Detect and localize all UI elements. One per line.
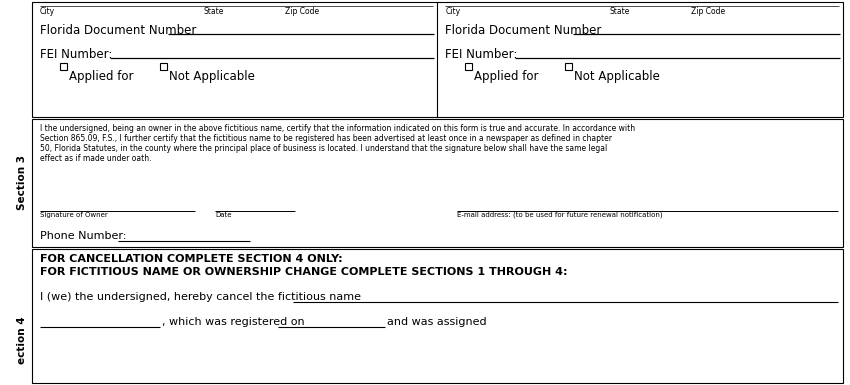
Text: State: State bbox=[204, 7, 224, 16]
Text: Phone Number:: Phone Number: bbox=[40, 231, 127, 241]
Text: Florida Document Number: Florida Document Number bbox=[40, 24, 196, 37]
Text: FOR CANCELLATION COMPLETE SECTION 4 ONLY:: FOR CANCELLATION COMPLETE SECTION 4 ONLY… bbox=[40, 254, 343, 264]
Text: I the undersigned, being an owner in the above fictitious name, certify that the: I the undersigned, being an owner in the… bbox=[40, 124, 635, 133]
Bar bbox=[466, 63, 473, 70]
Text: Signature of Owner: Signature of Owner bbox=[40, 212, 108, 218]
Text: Not Applicable: Not Applicable bbox=[169, 70, 255, 83]
Text: effect as if made under oath.: effect as if made under oath. bbox=[40, 154, 151, 163]
Text: 50, Florida Statutes, in the county where the principal place of business is loc: 50, Florida Statutes, in the county wher… bbox=[40, 144, 607, 153]
Text: FEI Number:: FEI Number: bbox=[40, 48, 112, 61]
Text: City: City bbox=[40, 7, 55, 16]
Text: ection 4: ection 4 bbox=[17, 316, 27, 364]
Bar bbox=[32, 249, 843, 383]
Text: Section 865.09, F.S., I further certify that the fictitious name to be registere: Section 865.09, F.S., I further certify … bbox=[40, 134, 612, 143]
Text: FOR FICTITIOUS NAME OR OWNERSHIP CHANGE COMPLETE SECTIONS 1 THROUGH 4:: FOR FICTITIOUS NAME OR OWNERSHIP CHANGE … bbox=[40, 267, 568, 277]
Bar bbox=[160, 63, 167, 70]
Text: I (we) the undersigned, hereby cancel the fictitious name: I (we) the undersigned, hereby cancel th… bbox=[40, 292, 361, 302]
Text: State: State bbox=[609, 7, 630, 16]
Text: Zip Code: Zip Code bbox=[286, 7, 320, 16]
Text: and was assigned: and was assigned bbox=[387, 317, 486, 327]
Text: Section 3: Section 3 bbox=[17, 156, 27, 211]
Text: Applied for: Applied for bbox=[69, 70, 133, 83]
Text: City: City bbox=[445, 7, 461, 16]
Bar bbox=[32, 2, 843, 117]
Text: Applied for: Applied for bbox=[474, 70, 539, 83]
Bar bbox=[32, 119, 843, 247]
Text: Zip Code: Zip Code bbox=[691, 7, 725, 16]
Text: , which was registered on: , which was registered on bbox=[162, 317, 304, 327]
Bar bbox=[565, 63, 573, 70]
Text: FEI Number:: FEI Number: bbox=[445, 48, 518, 61]
Text: Florida Document Number: Florida Document Number bbox=[445, 24, 602, 37]
Bar bbox=[60, 63, 67, 70]
Text: Not Applicable: Not Applicable bbox=[575, 70, 660, 83]
Text: E-mail address: (to be used for future renewal notification): E-mail address: (to be used for future r… bbox=[457, 212, 663, 219]
Text: Date: Date bbox=[215, 212, 231, 218]
